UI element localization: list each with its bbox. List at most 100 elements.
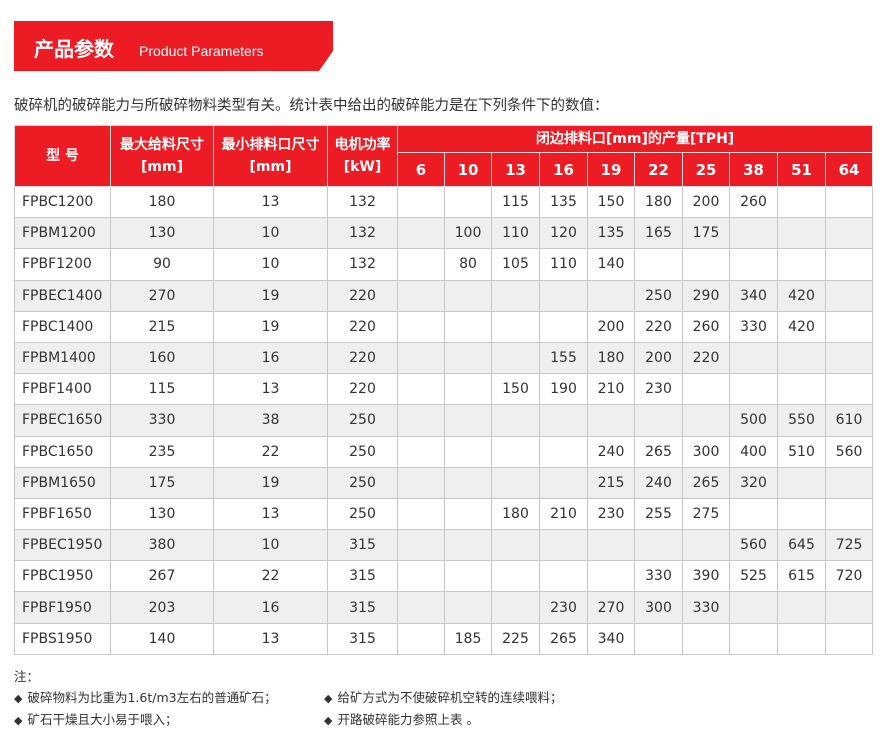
notes: 注： ◆ 破碎物料为比重为1.6t/m3左右的普通矿石； ◆ 给矿方式为不使破碎机空…: [14, 666, 562, 731]
table-row: FPBEC1650 330 38 250 500 550 610: [14, 404, 874, 437]
cell-max-feed: 270: [110, 279, 214, 312]
cell-motor-power: 220: [327, 310, 398, 343]
cell-capacity: 220: [634, 310, 683, 343]
table-row: FPBF1400 115 13 220 150 190 210 230: [14, 373, 874, 406]
cell-capacity: [444, 560, 492, 593]
cell-model: FPBEC1400: [14, 279, 111, 312]
cell-capacity: [777, 497, 826, 531]
cell-motor-power: 132: [327, 248, 398, 281]
header-css-size: 64: [824, 152, 874, 187]
cell-capacity: 420: [777, 310, 826, 343]
cell-capacity: 300: [634, 591, 683, 624]
cell-motor-power: 220: [327, 373, 398, 406]
cell-capacity: [634, 248, 683, 281]
cell-capacity: [397, 248, 445, 281]
cell-capacity: 185: [444, 622, 492, 655]
cell-capacity: 290: [682, 279, 730, 312]
cell-capacity: [682, 248, 730, 281]
cell-capacity: 215: [587, 466, 635, 499]
table-row: FPBEC1950 380 10 315 560 645 725: [14, 529, 874, 562]
cell-capacity: [824, 310, 874, 343]
cell-max-feed: 203: [110, 591, 214, 624]
cell-capacity: [539, 560, 588, 593]
cell-motor-power: 250: [327, 404, 398, 437]
cell-capacity: [397, 185, 445, 219]
cell-max-feed: 160: [110, 341, 214, 375]
cell-capacity: [824, 466, 874, 499]
cell-capacity: 420: [777, 279, 826, 312]
cell-capacity: [777, 373, 826, 406]
cell-capacity: 190: [539, 373, 588, 406]
cell-max-feed: 330: [110, 404, 214, 437]
cell-capacity: 560: [824, 435, 874, 468]
cell-capacity: 120: [539, 217, 588, 250]
cell-capacity: 200: [682, 185, 730, 219]
cell-capacity: [397, 466, 445, 499]
header-css-size: 13: [491, 152, 540, 187]
cell-capacity: [587, 404, 635, 437]
cell-capacity: [444, 310, 492, 343]
cell-capacity: 200: [634, 341, 683, 375]
cell-capacity: [729, 591, 778, 624]
cell-min-discharge: 13: [213, 373, 328, 406]
table-row: FPBF1650 130 13 250 180 210 230 255 275: [14, 497, 874, 531]
cell-capacity: 265: [682, 466, 730, 499]
table-row: FPBC1650 235 22 250 240 265 300 400 510 560: [14, 435, 874, 468]
cell-motor-power: 132: [327, 185, 398, 219]
cell-capacity: 275: [682, 497, 730, 531]
cell-capacity: 180: [634, 185, 683, 219]
cell-capacity: [777, 622, 826, 655]
cell-capacity: [682, 404, 730, 437]
cell-capacity: [491, 435, 540, 468]
cell-model: FPBF1200: [14, 248, 111, 281]
cell-capacity: 340: [729, 279, 778, 312]
cell-max-feed: 90: [110, 248, 214, 281]
header-css-size: 51: [777, 152, 826, 187]
cell-motor-power: 315: [327, 560, 398, 593]
cell-capacity: 165: [634, 217, 683, 250]
cell-model: FPBEC1650: [14, 404, 111, 437]
diamond-bullet-icon: ◆: [324, 692, 333, 705]
cell-capacity: 550: [777, 404, 826, 437]
cell-min-discharge: 10: [213, 217, 328, 250]
cell-capacity: [491, 560, 540, 593]
cell-capacity: [444, 404, 492, 437]
cell-capacity: 150: [587, 185, 635, 219]
cell-capacity: [682, 373, 730, 406]
cell-capacity: 110: [491, 217, 540, 250]
cell-capacity: [491, 310, 540, 343]
cell-capacity: 400: [729, 435, 778, 468]
cell-capacity: 135: [539, 185, 588, 219]
cell-capacity: [777, 466, 826, 499]
cell-min-discharge: 13: [213, 497, 328, 531]
cell-capacity: [397, 497, 445, 531]
cell-max-feed: 115: [110, 373, 214, 406]
cell-capacity: 250: [634, 279, 683, 312]
cell-capacity: [824, 279, 874, 312]
cell-capacity: [824, 622, 874, 655]
table-row: FPBC1950 267 22 315 330 390 525 615 720: [14, 560, 874, 593]
cell-model: FPBEC1950: [14, 529, 111, 562]
banner-title-cn: 产品参数: [34, 37, 114, 61]
cell-capacity: [444, 591, 492, 624]
product-parameters-table: 型 号 最大给料尺寸 [mm] 最小排料口尺寸 [mm] 电机功率 [kW] 闭边排料…: [14, 125, 874, 655]
diamond-bullet-icon: ◆: [324, 714, 333, 727]
cell-max-feed: 380: [110, 529, 214, 562]
cell-capacity: 255: [634, 497, 683, 531]
cell-capacity: 240: [587, 435, 635, 468]
header-css-size: 16: [539, 152, 588, 187]
cell-capacity: 200: [587, 310, 635, 343]
table-row: FPBM1200 130 10 132 100 110 120 135 165 175: [14, 217, 874, 250]
banner-title-en: Product Parameters: [139, 43, 264, 59]
cell-capacity: 155: [539, 341, 588, 375]
header-motor-power: 电机功率 [kW]: [327, 125, 398, 187]
cell-capacity: 390: [682, 560, 730, 593]
cell-capacity: [824, 591, 874, 624]
cell-motor-power: 315: [327, 622, 398, 655]
cell-capacity: [491, 529, 540, 562]
cell-capacity: 100: [444, 217, 492, 250]
notes-label: 注：: [14, 669, 40, 684]
cell-capacity: [491, 404, 540, 437]
cell-capacity: [397, 279, 445, 312]
table-row: FPBF1200 90 10 132 80 105 110 140: [14, 248, 874, 281]
